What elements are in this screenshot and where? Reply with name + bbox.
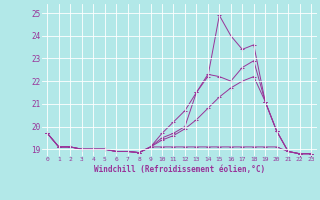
X-axis label: Windchill (Refroidissement éolien,°C): Windchill (Refroidissement éolien,°C) [94, 165, 265, 174]
